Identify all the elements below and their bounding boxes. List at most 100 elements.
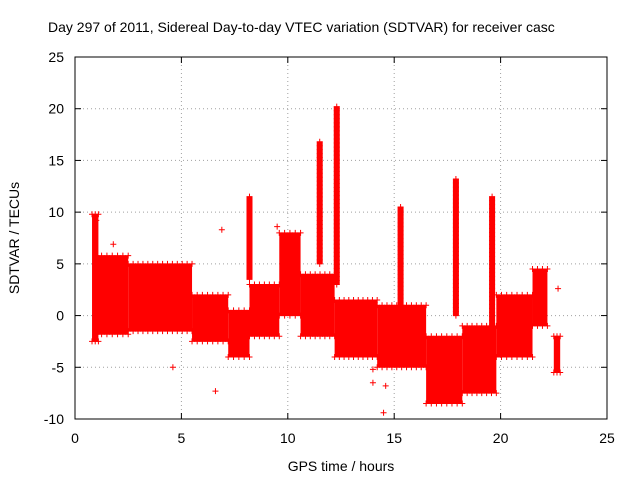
data-point — [95, 211, 102, 218]
data-point — [103, 331, 110, 338]
data-point — [230, 353, 237, 360]
outlier-point — [93, 217, 100, 224]
data-points — [89, 103, 564, 416]
data-point — [119, 331, 126, 338]
outlier-point — [169, 364, 176, 371]
data-point — [524, 353, 531, 360]
data-point — [423, 333, 430, 340]
data-point — [498, 291, 505, 298]
data-band — [249, 284, 280, 337]
data-point — [225, 353, 232, 360]
data-point — [292, 312, 299, 319]
outlier-point — [212, 388, 219, 395]
data-point — [119, 252, 126, 259]
x-tick-label: 15 — [386, 430, 402, 446]
data-point — [194, 338, 201, 345]
chart-title: Day 297 of 2011, Sidereal Day-to-day VTE… — [48, 19, 555, 35]
data-point — [433, 400, 440, 407]
y-axis-label: SDTVAR / TECUs — [6, 182, 22, 294]
data-point — [103, 252, 110, 259]
data-point — [316, 260, 323, 267]
data-point — [276, 229, 283, 236]
data-point — [114, 252, 121, 259]
x-tick-label: 10 — [280, 430, 296, 446]
data-point — [423, 302, 430, 309]
data-band — [300, 274, 335, 337]
y-tick-label: 15 — [48, 152, 64, 168]
data-band — [496, 294, 533, 357]
data-point — [241, 353, 248, 360]
data-point — [524, 291, 531, 298]
data-point — [519, 291, 526, 298]
data-point — [93, 331, 100, 338]
outlier-point — [503, 345, 510, 352]
data-point — [508, 353, 515, 360]
data-point — [438, 333, 445, 340]
data-point — [189, 338, 196, 345]
data-point — [503, 291, 510, 298]
x-tick-label: 0 — [71, 430, 79, 446]
data-point — [514, 291, 521, 298]
data-band — [426, 336, 463, 404]
data-band — [128, 263, 193, 332]
data-point — [544, 266, 551, 273]
data-band — [192, 294, 229, 342]
data-point — [98, 331, 105, 338]
data-point — [189, 291, 196, 298]
data-point — [438, 400, 445, 407]
axis-ticks — [74, 56, 608, 420]
y-tick-label: -10 — [44, 411, 64, 427]
data-point — [514, 353, 521, 360]
data-point — [557, 333, 564, 340]
data-point — [397, 322, 404, 329]
data-point — [529, 353, 536, 360]
data-point — [189, 260, 196, 267]
data-point — [220, 291, 227, 298]
y-tick-label: 10 — [48, 204, 64, 220]
data-point — [503, 353, 510, 360]
data-point — [297, 229, 304, 236]
data-point — [281, 229, 288, 236]
data-point — [423, 400, 430, 407]
data-point — [489, 333, 496, 340]
data-point — [114, 331, 121, 338]
tick-labels: 0 5 10 15 20 25 -10 -5 0 5 10 15 20 25 — [44, 49, 615, 446]
outlier-point — [369, 366, 376, 373]
data-point — [493, 390, 500, 397]
data-point — [199, 291, 206, 298]
y-tick-label: 5 — [56, 256, 64, 272]
data-point — [443, 333, 450, 340]
data-point — [220, 338, 227, 345]
data-band — [96, 255, 129, 335]
x-tick-label: 5 — [178, 430, 186, 446]
data-point — [93, 252, 100, 259]
y-tick-label: 0 — [56, 308, 64, 324]
x-axis-label: GPS time / hours — [288, 458, 395, 474]
data-point — [235, 353, 242, 360]
data-point — [374, 297, 381, 304]
outlier-point — [382, 382, 389, 389]
data-point — [544, 322, 551, 329]
data-point — [214, 291, 221, 298]
data-point — [454, 400, 461, 407]
grid-lines — [75, 57, 607, 419]
data-point — [109, 331, 116, 338]
outlier-point — [380, 409, 387, 416]
outlier-point — [369, 379, 376, 386]
data-band — [92, 214, 99, 342]
x-tick-label: 20 — [493, 430, 509, 446]
data-point — [225, 307, 232, 314]
data-point — [276, 312, 283, 319]
data-point — [246, 276, 253, 283]
outlier-point — [110, 241, 117, 248]
data-band — [334, 300, 378, 357]
data-point — [209, 291, 216, 298]
data-point — [204, 291, 211, 298]
data-point — [109, 252, 116, 259]
data-point — [498, 353, 505, 360]
outlier-point — [274, 223, 281, 230]
data-point — [98, 252, 105, 259]
data-point — [508, 291, 515, 298]
data-band — [279, 232, 301, 316]
